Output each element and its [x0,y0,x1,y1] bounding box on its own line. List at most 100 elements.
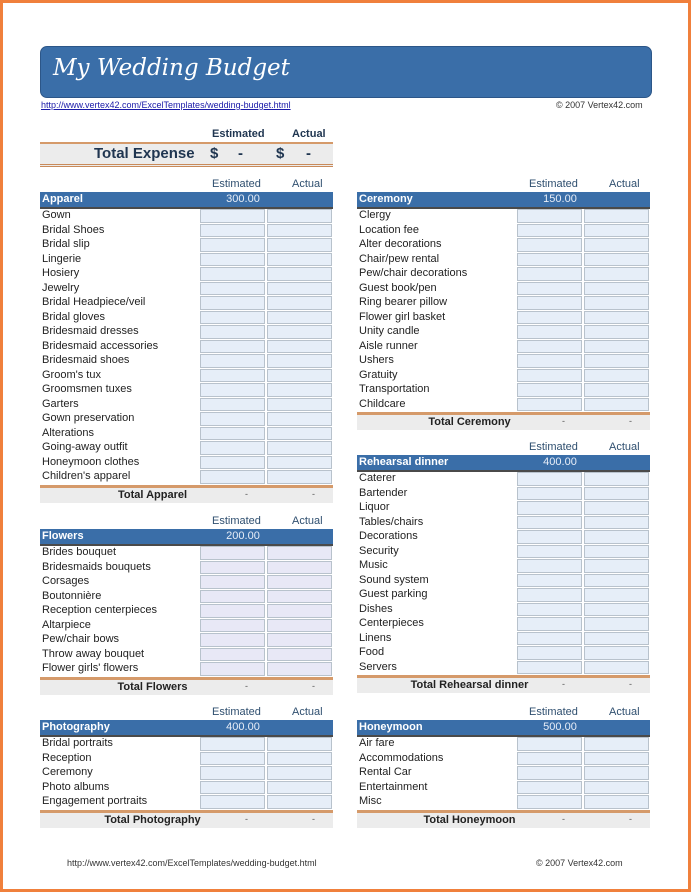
estimated-input[interactable] [517,780,582,794]
estimated-input[interactable] [517,660,582,674]
estimated-input[interactable] [517,325,582,339]
estimated-input[interactable] [200,795,265,809]
estimated-input[interactable] [200,633,265,647]
actual-input[interactable] [584,602,649,616]
actual-input[interactable] [584,530,649,544]
actual-input[interactable] [267,662,332,676]
actual-input[interactable] [584,751,649,765]
estimated-input[interactable] [200,310,265,324]
actual-input[interactable] [267,223,332,237]
template-link-top[interactable]: http://www.vertex42.com/ExcelTemplates/w… [41,100,291,110]
actual-input[interactable] [584,559,649,573]
actual-input[interactable] [584,588,649,602]
estimated-input[interactable] [517,515,582,529]
actual-input[interactable] [584,617,649,631]
actual-input[interactable] [584,501,649,515]
actual-input[interactable] [267,339,332,353]
actual-input[interactable] [584,573,649,587]
estimated-input[interactable] [200,560,265,574]
actual-input[interactable] [267,412,332,426]
actual-input[interactable] [267,575,332,589]
estimated-input[interactable] [517,281,582,295]
actual-input[interactable] [584,737,649,751]
estimated-input[interactable] [200,604,265,618]
actual-input[interactable] [267,737,332,751]
estimated-input[interactable] [517,209,582,223]
actual-input[interactable] [584,281,649,295]
estimated-input[interactable] [200,470,265,484]
estimated-input[interactable] [517,737,582,751]
actual-input[interactable] [267,560,332,574]
actual-input[interactable] [267,296,332,310]
actual-input[interactable] [584,646,649,660]
estimated-input[interactable] [200,383,265,397]
actual-input[interactable] [267,209,332,223]
estimated-input[interactable] [200,441,265,455]
estimated-input[interactable] [200,296,265,310]
estimated-input[interactable] [517,544,582,558]
actual-input[interactable] [267,455,332,469]
estimated-input[interactable] [200,575,265,589]
estimated-input[interactable] [517,472,582,486]
actual-input[interactable] [584,486,649,500]
actual-input[interactable] [584,472,649,486]
estimated-input[interactable] [517,397,582,411]
actual-input[interactable] [584,544,649,558]
actual-input[interactable] [267,238,332,252]
estimated-input[interactable] [517,631,582,645]
estimated-input[interactable] [517,354,582,368]
actual-input[interactable] [584,766,649,780]
actual-input[interactable] [267,751,332,765]
actual-input[interactable] [267,383,332,397]
estimated-input[interactable] [517,766,582,780]
actual-input[interactable] [267,281,332,295]
estimated-input[interactable] [200,339,265,353]
estimated-input[interactable] [200,368,265,382]
estimated-input[interactable] [517,602,582,616]
actual-input[interactable] [584,397,649,411]
actual-input[interactable] [584,660,649,674]
estimated-input[interactable] [200,238,265,252]
estimated-input[interactable] [517,530,582,544]
estimated-input[interactable] [200,252,265,266]
actual-input[interactable] [584,296,649,310]
actual-input[interactable] [584,354,649,368]
actual-input[interactable] [267,325,332,339]
estimated-input[interactable] [200,766,265,780]
estimated-input[interactable] [517,310,582,324]
actual-input[interactable] [267,795,332,809]
estimated-input[interactable] [517,751,582,765]
actual-input[interactable] [584,238,649,252]
estimated-input[interactable] [200,751,265,765]
actual-input[interactable] [267,633,332,647]
estimated-input[interactable] [200,223,265,237]
estimated-input[interactable] [200,647,265,661]
estimated-input[interactable] [517,267,582,281]
actual-input[interactable] [584,310,649,324]
actual-input[interactable] [584,383,649,397]
estimated-input[interactable] [517,296,582,310]
estimated-input[interactable] [517,252,582,266]
estimated-input[interactable] [517,617,582,631]
estimated-input[interactable] [200,455,265,469]
estimated-input[interactable] [200,618,265,632]
estimated-input[interactable] [200,354,265,368]
estimated-input[interactable] [517,339,582,353]
estimated-input[interactable] [200,589,265,603]
estimated-input[interactable] [200,737,265,751]
estimated-input[interactable] [517,573,582,587]
estimated-input[interactable] [517,559,582,573]
estimated-input[interactable] [517,646,582,660]
actual-input[interactable] [267,589,332,603]
actual-input[interactable] [267,267,332,281]
actual-input[interactable] [267,766,332,780]
estimated-input[interactable] [517,223,582,237]
estimated-input[interactable] [200,397,265,411]
estimated-input[interactable] [200,281,265,295]
actual-input[interactable] [267,426,332,440]
actual-input[interactable] [267,470,332,484]
actual-input[interactable] [267,647,332,661]
actual-input[interactable] [267,441,332,455]
actual-input[interactable] [267,397,332,411]
estimated-input[interactable] [200,325,265,339]
